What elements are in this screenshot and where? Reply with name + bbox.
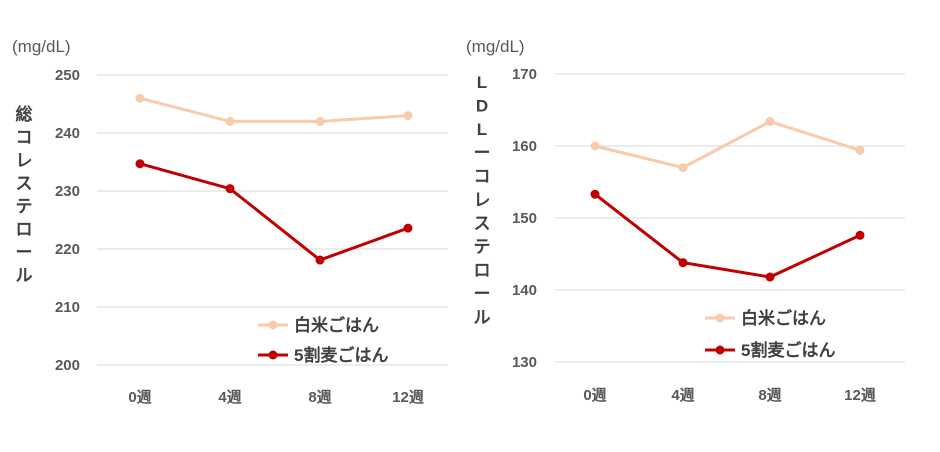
y-tick-label: 150 [512,210,537,227]
data-point [135,93,145,103]
data-point [855,230,865,240]
y-axis-label-char: テ [474,238,491,257]
data-point [403,111,413,121]
y-axis-label-char: ス [16,174,33,193]
y-axis-label-char: ー [474,285,491,304]
data-point [855,145,865,155]
legend-marker [268,320,278,330]
legend-marker [715,313,725,323]
series-line [594,193,861,279]
series-line [139,162,409,262]
data-point [225,184,235,194]
data-point [678,258,688,268]
x-tick-label: 12週 [844,387,876,404]
y-axis-label-char: テ [16,197,33,216]
x-tick-label: 8週 [758,387,781,404]
y-axis-label-char: コ [16,128,33,147]
y-axis-label-char: ス [474,214,491,233]
y-axis-label-char: 総 [16,104,33,124]
y-axis-label-char: コ [474,167,491,186]
y-axis-label-char: レ [16,151,33,170]
legend-marker [715,345,725,355]
y-tick-label: 250 [55,67,80,84]
y-axis-label-char: レ [474,191,491,210]
y-tick-label: 160 [512,138,537,155]
x-tick-label: 4週 [218,389,241,406]
y-tick-label: 130 [512,354,537,371]
unit-label: (mg/dL) [12,37,71,56]
legend-label: 5割麦ごはん [741,340,835,360]
data-point [225,116,235,126]
y-tick-label: 210 [55,299,80,316]
y-axis-label-char: ル [474,308,491,327]
y-axis-label: L D L ーコレステロール [474,73,491,327]
data-point [590,189,600,199]
x-tick-label: 12週 [392,389,424,406]
x-tick-label: 0週 [128,389,151,406]
y-axis-label-char: L [477,120,487,139]
y-tick-label: 200 [55,357,80,374]
series-line [139,96,409,123]
data-point [403,223,413,233]
legend-marker [268,350,278,360]
x-tick-label: 0週 [583,387,606,404]
y-axis-label-char: ロ [474,261,491,280]
y-tick-label: 230 [55,183,80,200]
data-point [765,117,775,127]
data-point [315,116,325,126]
data-point [315,255,325,265]
y-axis-label-char: ロ [16,220,33,239]
data-point [135,159,145,169]
series-line [594,119,861,170]
y-tick-label: 170 [512,66,537,83]
x-tick-label: 4週 [671,387,694,404]
y-axis-label-char: L [477,73,487,92]
y-tick-label: 240 [55,125,80,142]
legend-label: 5割麦ごはん [294,345,388,365]
y-axis-label-char: ル [16,266,33,285]
chart-1: (mg/dL) 総コレステロール 200 210 220 230 240 250 0週 4週 8週 1… [12,37,448,406]
data-point [590,141,600,151]
y-tick-label: 220 [55,241,80,258]
y-axis-label-char: ー [16,243,33,262]
y-axis-label-char: ー [474,144,491,163]
data-point [678,163,688,173]
legend-label: 白米ごはん [294,315,379,335]
unit-label: (mg/dL) [466,37,525,56]
y-tick-label: 140 [512,282,537,299]
legend-label: 白米ごはん [741,308,826,328]
y-axis-label-char: D [476,97,488,116]
x-tick-label: 8週 [308,389,331,406]
data-point [765,272,775,282]
y-axis-label: 総コレステロール [16,104,33,285]
